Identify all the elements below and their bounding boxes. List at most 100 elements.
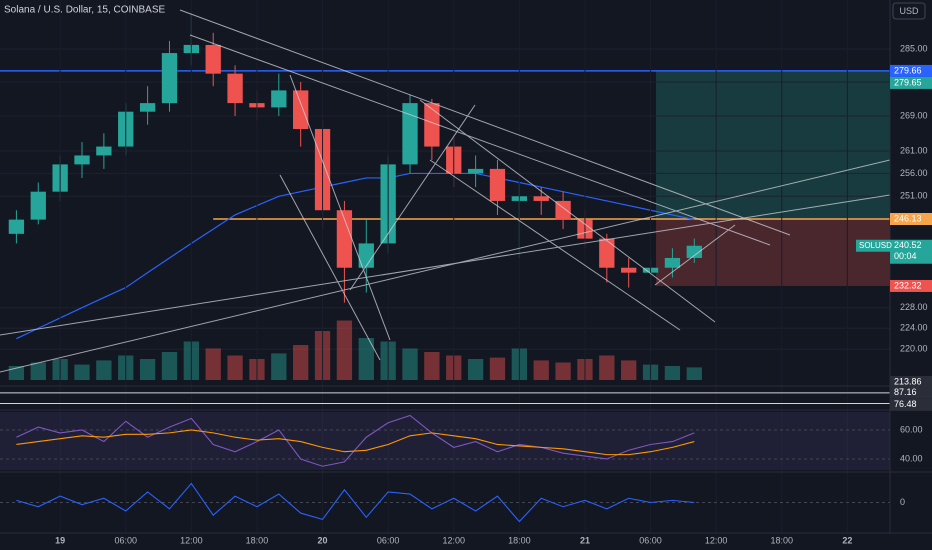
position-profit <box>656 70 890 220</box>
candle-body <box>74 155 90 165</box>
x-tick-label: 06:00 <box>114 535 137 545</box>
trendline <box>0 194 891 336</box>
y-tick-label: 269.00 <box>900 110 928 120</box>
x-tick-label: 19 <box>55 535 65 545</box>
candle-body <box>489 168 506 201</box>
price-marker: 76.48 <box>890 398 932 411</box>
candle-body <box>205 44 221 74</box>
candle-body <box>533 196 549 201</box>
currency-button[interactable] <box>892 2 926 20</box>
y-tick-label: 228.00 <box>900 302 928 312</box>
indicator-line <box>16 482 695 523</box>
candle-body <box>358 243 374 268</box>
candle-body <box>402 103 418 165</box>
volume-bar <box>271 353 287 380</box>
candle-body <box>555 200 571 220</box>
price-marker-box <box>890 386 932 399</box>
x-tick-label: 06:00 <box>639 535 662 545</box>
y-tick-label: 251.00 <box>900 191 928 201</box>
price-marker-box <box>890 375 932 388</box>
trendline <box>179 9 791 236</box>
volume-bar <box>293 345 309 380</box>
candle-body <box>664 257 681 268</box>
candle-body <box>96 146 112 156</box>
x-tick-label: 12:00 <box>442 535 465 545</box>
plot-layers <box>0 12 890 523</box>
panel-dividers <box>0 0 932 534</box>
price-marker-label: 279.65 <box>894 77 922 87</box>
y-tick-label: 220.00 <box>900 344 928 354</box>
volume-bar <box>402 348 418 380</box>
candle-body <box>293 90 309 129</box>
moving-average <box>16 172 695 340</box>
price-marker-countdown: 00:04 <box>894 251 917 261</box>
price-marker-box <box>890 64 932 77</box>
volume-bar <box>358 338 374 380</box>
candle-body <box>336 210 353 268</box>
candle-body <box>467 168 484 174</box>
price-marker-box <box>890 398 932 411</box>
volume-bar <box>533 360 549 380</box>
candle-body <box>271 90 287 108</box>
y-tick-label: 0 <box>900 497 905 507</box>
candle-body <box>30 191 46 220</box>
x-tick-label: 18:00 <box>770 535 793 545</box>
y-tick-label: 285.00 <box>900 43 928 53</box>
price-marker: 279.65 <box>890 76 932 89</box>
indicator-line <box>16 429 695 456</box>
price-marker-label: 87.16 <box>894 387 917 397</box>
price-marker-label: 279.66 <box>894 65 922 75</box>
y-tick-label: 256.00 <box>900 168 928 178</box>
x-tick-label: 20 <box>318 535 328 545</box>
x-tick-label: 12:00 <box>705 535 728 545</box>
trendline <box>349 104 476 291</box>
volume-bar <box>30 362 46 380</box>
price-marker: 279.66 <box>890 64 932 77</box>
indicator-line <box>16 414 695 467</box>
price-marker: 213.86 <box>890 375 932 388</box>
x-tick-label: 18:00 <box>246 535 269 545</box>
candle-body <box>599 238 615 268</box>
price-marker-label: 246.13 <box>894 213 922 223</box>
volume-bar <box>489 357 506 380</box>
price-marker-label: 232.32 <box>894 280 922 290</box>
volume-bar <box>424 352 440 380</box>
candle-body <box>686 245 702 258</box>
y-tick-label: 224.00 <box>900 323 928 333</box>
x-tick-label: 21 <box>580 535 590 545</box>
x-tick-label: 22 <box>842 535 852 545</box>
trendline <box>654 224 736 286</box>
trendline <box>289 74 391 341</box>
price-marker-box <box>890 76 932 89</box>
candle-body <box>161 53 178 104</box>
price-marker: 87.16 <box>890 386 932 399</box>
candle-body <box>8 219 25 234</box>
volume-bar <box>205 348 221 380</box>
price-marker-box <box>890 239 932 264</box>
y-tick-label: 261.00 <box>900 145 928 155</box>
price-marker: 232.32 <box>890 279 932 292</box>
y-tick-label: 40.00 <box>900 453 923 463</box>
symbol-title: Solana / U.S. Dollar, 15, COINBASE <box>4 5 166 16</box>
candle-body <box>227 73 243 104</box>
candle-body <box>139 103 156 112</box>
volume-bar <box>599 355 615 380</box>
price-marker-label: 76.48 <box>894 399 917 409</box>
trendline <box>189 34 771 246</box>
volume-bar <box>336 320 353 380</box>
price-marker-box <box>890 279 932 292</box>
volume-bar <box>96 360 112 380</box>
volume-bar <box>621 360 637 380</box>
symbol-tag <box>856 239 890 252</box>
volume-bar <box>139 359 156 380</box>
currency-label[interactable]: USD <box>899 6 919 16</box>
x-tick-label: 12:00 <box>180 535 203 545</box>
candle-body <box>424 103 440 147</box>
trendline <box>429 159 681 331</box>
x-tick-label: 06:00 <box>377 535 400 545</box>
price-marker: 246.13 <box>890 213 932 226</box>
trendline <box>0 159 891 373</box>
price-marker-label: 240.52 <box>894 240 922 250</box>
